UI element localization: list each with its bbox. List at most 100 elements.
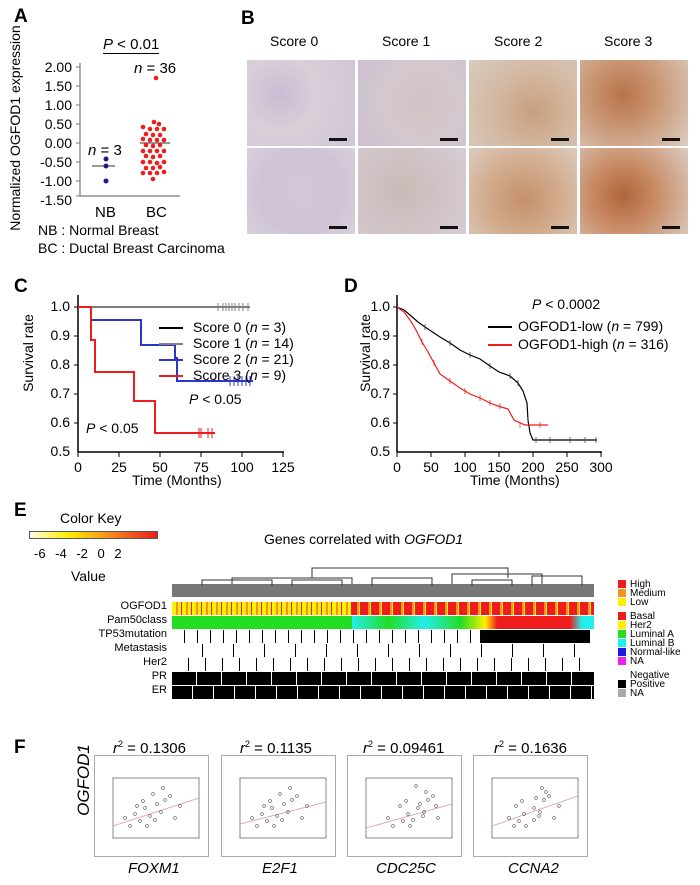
ihc-image-score3-top — [580, 60, 688, 146]
legend-item-score0: Score 0 (n = 3) — [159, 319, 286, 335]
legend-luminal-b: Luminal B — [618, 639, 674, 649]
heatmap-row-er — [172, 686, 594, 699]
svg-text:0.8: 0.8 — [51, 356, 71, 372]
svg-text:1.50: 1.50 — [45, 78, 72, 94]
legend-item-score1: Score 1 (n = 14) — [159, 335, 294, 351]
row-label-pam50class: Pam50class — [107, 614, 167, 626]
p-rest: < 0.01 — [113, 36, 160, 53]
ihc-image-score1-top — [358, 60, 466, 146]
scatter-box — [94, 755, 209, 857]
svg-text:250: 250 — [555, 459, 579, 475]
svg-text:-1.00: -1.00 — [40, 173, 72, 189]
r2-ccna2: r2 = 0.1636 — [494, 739, 567, 757]
panel-a-n-bc: n = 36 — [134, 60, 177, 77]
svg-text:1.0: 1.0 — [51, 298, 71, 314]
dendrogram — [172, 567, 594, 597]
svg-text:300: 300 — [589, 459, 613, 475]
svg-text:0.00: 0.00 — [45, 135, 72, 151]
svg-text:100: 100 — [230, 459, 254, 475]
row-label-her2: Her2 — [143, 656, 167, 668]
svg-text:0.7: 0.7 — [51, 385, 71, 401]
heatmap-title: Genes correlated with OGFOD1 — [264, 531, 463, 547]
panel-a-footnote-bc: BC : Ductal Breast Carcinoma — [38, 240, 225, 256]
legend-normal-like: Normal-like — [618, 648, 681, 658]
row-label-er: ER — [151, 684, 167, 696]
svg-text:0.5: 0.5 — [51, 443, 71, 459]
color-key-ticks: -6 -4 -2 0 2 — [34, 546, 122, 561]
title-prefix: Genes correlated with — [264, 531, 405, 547]
panel-a-xtick-nb: NB — [95, 204, 116, 221]
legend-negative: Negative — [618, 671, 669, 681]
panel-d-letter: D — [344, 276, 358, 297]
scale-bar — [551, 226, 569, 229]
panel-c-letter: C — [14, 276, 28, 297]
panel-a-footnote-nb: NB : Normal Breast — [38, 222, 159, 238]
r2-cdc25c: r2 = 0.09461 — [363, 739, 445, 757]
svg-text:0.8: 0.8 — [371, 356, 391, 372]
ihc-image-score3-bottom — [580, 148, 688, 234]
legend-low: Low — [618, 598, 648, 608]
title-gene: OGFOD1 — [404, 531, 464, 547]
svg-text:150: 150 — [487, 459, 511, 475]
panel-a-scatter: 2.00 1.50 1.00 0.50 0.00 -0.50 -1.00 -1.… — [40, 59, 180, 208]
panel-a-pvalue: P < 0.01 — [103, 36, 160, 54]
color-key-gradient — [29, 531, 158, 539]
svg-text:50: 50 — [152, 459, 168, 475]
panel-f-letter: F — [14, 737, 26, 758]
svg-text:100: 100 — [453, 459, 477, 475]
legend-item-ogfod1-low: OGFOD1-low (n = 799) — [488, 318, 663, 334]
svg-text:75: 75 — [193, 459, 209, 475]
panel-a-n-nb: n = 3 — [88, 142, 122, 159]
svg-text:0: 0 — [393, 459, 401, 475]
svg-text:50: 50 — [423, 459, 439, 475]
ihc-image-score1-bottom — [358, 148, 466, 234]
panel-c-ylabel: Survival rate — [20, 314, 36, 392]
row-label-pr: PR — [151, 670, 167, 682]
color-key-title: Color Key — [60, 510, 122, 526]
r2-foxm1: r2 = 0.1306 — [113, 739, 186, 757]
svg-text:-1.50: -1.50 — [40, 192, 72, 208]
panel-c-pvalue-blue: P < 0.05 — [189, 391, 242, 407]
svg-text:1.0: 1.0 — [371, 298, 391, 314]
heatmap-row-pr — [172, 672, 594, 685]
panel-c-km-plot: 1.0 0.9 0.8 0.7 0.6 0.5 0 25 50 75 100 125 — [51, 295, 295, 475]
svg-text:25: 25 — [111, 459, 127, 475]
heatmap-row-her2 — [172, 658, 594, 671]
scale-bar — [329, 138, 347, 141]
scale-bar — [440, 226, 458, 229]
svg-text:-0.50: -0.50 — [40, 154, 72, 170]
legend-positive: Positive — [618, 680, 665, 690]
panel-b-col-score1: Score 1 — [382, 33, 431, 49]
legend-luminal-a: Luminal A — [618, 630, 674, 640]
legend-item-ogfod1-high: OGFOD1-high (n = 316) — [488, 336, 669, 352]
ihc-image-score0-top — [247, 60, 355, 146]
svg-text:0: 0 — [74, 459, 82, 475]
svg-text:200: 200 — [521, 459, 545, 475]
legend-her2: Her2 — [618, 621, 652, 631]
panel-f-ylabel: OGFOD1 — [74, 744, 93, 816]
color-key-label: Value — [71, 568, 106, 584]
legend-na-status: NA — [618, 689, 644, 699]
gene-cdc25c: CDC25C — [376, 860, 437, 877]
svg-text:0.9: 0.9 — [371, 327, 391, 343]
panel-a-xtick-bc: BC — [146, 204, 167, 221]
panel-e-letter: E — [14, 500, 27, 521]
scale-bar — [551, 138, 569, 141]
heatmap-row-pam50class — [172, 616, 352, 629]
panel-b-col-score2: Score 2 — [494, 33, 543, 49]
p-italic: P — [103, 36, 114, 53]
svg-text:125: 125 — [271, 459, 295, 475]
svg-text:0.6: 0.6 — [51, 414, 71, 430]
ihc-image-score0-bottom — [247, 148, 355, 234]
svg-text:1.00: 1.00 — [45, 97, 72, 113]
panel-c-pvalue-red: P < 0.05 — [86, 420, 139, 436]
svg-text:2.00: 2.00 — [45, 59, 72, 75]
gene-ccna2: CCNA2 — [508, 860, 559, 877]
panel-d-pvalue: P < 0.0002 — [532, 296, 601, 312]
heatmap-row-tp53mutation-dense — [480, 630, 590, 643]
scatter-box — [473, 755, 588, 857]
panel-d-xlabel: Time (Months) — [470, 472, 560, 488]
panel-a-letter: A — [14, 6, 28, 27]
svg-text:0.9: 0.9 — [51, 327, 71, 343]
scatter-box — [221, 755, 336, 857]
